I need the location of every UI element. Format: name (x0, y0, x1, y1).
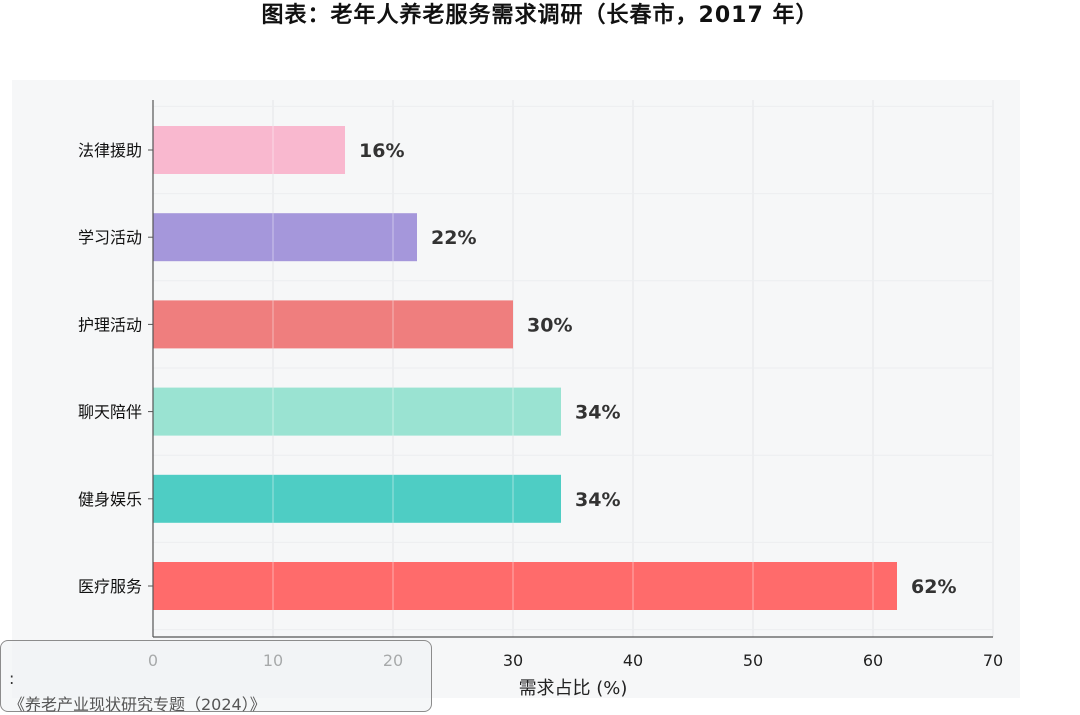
bar (153, 213, 417, 262)
category-label: 医疗服务 (78, 577, 142, 596)
chart-title: 图表：老年人养老服务需求调研（长春市，2017 年） (261, 3, 819, 28)
value-label: 22% (431, 227, 476, 249)
value-label: 34% (575, 489, 620, 511)
overlay-info-card: : 《养老产业现状研究专题（2024）》 (0, 640, 432, 714)
bar (153, 300, 513, 349)
x-axis-label: 需求占比 (%) (519, 678, 628, 698)
overlay-card-line-2: 《养老产业现状研究专题（2024）》 (9, 695, 266, 714)
x-tick-label: 70 (983, 651, 1003, 670)
category-label: 护理活动 (78, 315, 142, 334)
category-label: 学习活动 (78, 228, 142, 247)
category-label: 聊天陪伴 (78, 403, 142, 422)
value-label: 62% (911, 576, 956, 598)
category-label: 法律援助 (78, 141, 142, 160)
category-label: 健身娱乐 (78, 490, 142, 509)
bar (153, 562, 897, 610)
value-label: 34% (575, 402, 620, 424)
overlay-card-line-1: : (9, 669, 15, 688)
x-tick-label: 30 (503, 651, 523, 670)
value-label: 16% (359, 140, 404, 162)
x-tick-label: 40 (623, 651, 643, 670)
bar (153, 474, 561, 523)
bar (153, 126, 345, 174)
bar (153, 387, 561, 436)
value-label: 30% (527, 314, 572, 336)
horizontal-bar-chart: 010203040506070需求占比 (%) 法律援助16%学习活动22%护理… (78, 100, 1003, 698)
x-tick-label: 50 (743, 651, 763, 670)
x-tick-label: 60 (863, 651, 883, 670)
